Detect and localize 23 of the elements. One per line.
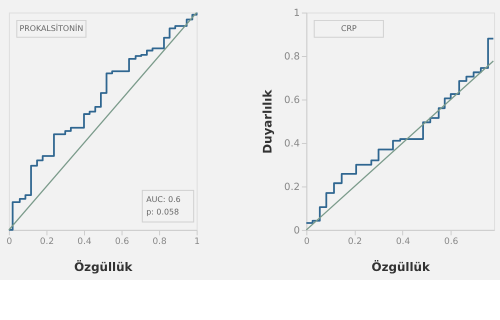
x-tick-label: 0 (6, 237, 13, 248)
x-tick-label: 1 (194, 237, 200, 248)
x-axis-title: Özgüllük (372, 260, 431, 274)
y-tick-label: 0 (294, 225, 300, 236)
x-tick-label: 0.2 (40, 237, 54, 248)
annotation: PROKALSİTONİN (19, 22, 84, 33)
x-tick-label: 0.4 (77, 237, 92, 248)
y-tick-label: 0.6 (284, 94, 300, 106)
y-tick-label: 1 (294, 8, 300, 19)
y-tick-label: 0.8 (284, 51, 300, 62)
y-axis-title: Duyarlılık (260, 88, 274, 154)
y-tick-label: 0.4 (284, 138, 300, 150)
x-tick-label: 0.2 (348, 237, 362, 248)
x-tick-label: 0.4 (396, 237, 411, 248)
annotation: CRP (340, 24, 357, 33)
x-tick-label: 0.8 (152, 237, 167, 248)
annotation: AUC: 0.6 (146, 194, 181, 204)
x-tick-label: 0 (304, 237, 310, 248)
annotation: p: 0.058 (146, 208, 180, 217)
x-tick-label: 0.6 (444, 237, 459, 248)
y-tick-label: 0.2 (284, 182, 300, 193)
x-axis-title: Özgüllük (74, 260, 134, 274)
x-tick-label: 0.6 (114, 237, 130, 248)
